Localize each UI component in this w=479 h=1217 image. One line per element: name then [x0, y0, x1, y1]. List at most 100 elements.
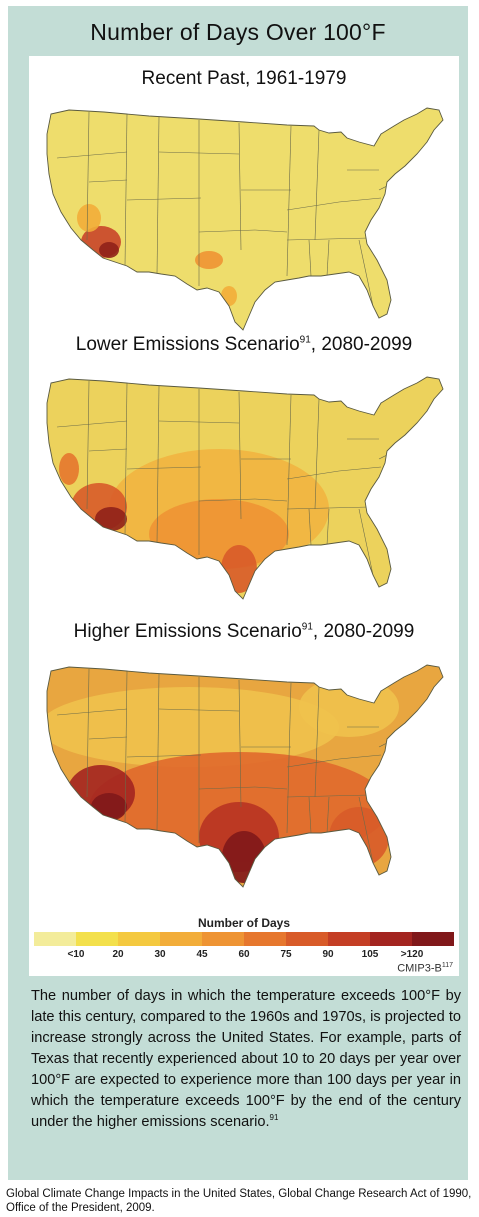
legend-label: 30 — [154, 949, 166, 960]
figure-title: Number of Days Over 100°F — [90, 19, 386, 45]
legend-swatch — [286, 932, 328, 946]
state-border — [286, 201, 340, 211]
state-border — [198, 786, 256, 790]
map-title-footnote: 91 — [299, 334, 311, 346]
legend-color-bar — [34, 932, 454, 946]
state-border — [238, 122, 242, 251]
heat-region — [47, 687, 339, 767]
us-outline — [46, 664, 444, 888]
state-border — [314, 686, 320, 798]
state-border — [308, 508, 312, 546]
state-border — [156, 673, 160, 832]
state-border — [358, 239, 374, 307]
state-border — [124, 670, 128, 824]
state-border — [254, 786, 288, 790]
state-border — [286, 794, 370, 798]
heat-region — [149, 499, 289, 569]
legend-label: 90 — [322, 949, 334, 960]
heat-region — [221, 545, 257, 593]
state-border — [308, 796, 312, 834]
state-border — [126, 466, 202, 470]
state-border — [56, 420, 128, 428]
heat-region — [299, 677, 399, 737]
heat-region — [195, 251, 223, 269]
state-border — [156, 116, 160, 275]
heat-region — [77, 204, 101, 232]
state-border — [286, 125, 292, 277]
us-map-lower-emissions — [46, 376, 444, 600]
figure-panel: Number of Days Over 100°F Recent Past, 1… — [8, 6, 468, 1180]
heat-region — [221, 286, 237, 306]
state-border — [158, 151, 240, 155]
legend-labels: <10 20 30 45 60 75 90 105 >120 — [34, 949, 454, 963]
map-title-text: Recent Past, 1961-1979 — [141, 68, 347, 89]
caption-footnote: 91 — [269, 1113, 279, 1123]
state-border — [314, 398, 320, 510]
map-title-text: Lower Emissions Scenario — [75, 334, 300, 355]
state-border — [314, 129, 320, 241]
state-border — [126, 197, 202, 201]
source-name: CMIP3-B — [397, 962, 442, 975]
legend-label: 20 — [112, 949, 124, 960]
state-border — [56, 151, 128, 159]
source-footnote: 117 — [441, 962, 453, 969]
state-border — [88, 179, 128, 183]
state-border — [86, 380, 90, 510]
legend-swatch — [202, 932, 244, 946]
maps-area: Recent Past, 1961-1979 Lower Emissions S… — [29, 56, 459, 976]
state-border — [126, 754, 202, 758]
state-border — [88, 448, 128, 452]
legend-swatch — [118, 932, 160, 946]
heat-region — [95, 507, 127, 531]
map-title-years: , 2080-2099 — [312, 621, 415, 642]
figure-caption: The number of days in which the temperat… — [31, 986, 461, 1133]
legend-label: 75 — [280, 949, 292, 960]
state-border — [254, 498, 288, 502]
state-border — [326, 796, 330, 834]
map-title-higher-emissions: Higher Emissions Scenario91, 2080-2099 — [29, 621, 459, 643]
state-border — [358, 508, 374, 576]
state-border — [286, 758, 340, 768]
map-title-years: , 2080-2099 — [310, 334, 413, 355]
state-border — [158, 420, 240, 424]
legend-swatch — [412, 932, 454, 946]
state-border — [338, 197, 382, 203]
state-border — [286, 506, 370, 510]
map-title-lower-emissions: Lower Emissions Scenario91, 2080-2099 — [29, 334, 459, 356]
state-border — [254, 229, 288, 233]
legend-swatch — [160, 932, 202, 946]
legend-swatch — [244, 932, 286, 946]
us-map-recent-past — [46, 107, 444, 331]
state-border — [88, 736, 128, 740]
state-border — [338, 466, 382, 472]
state-border — [286, 394, 292, 546]
legend-title: Number of Days — [197, 916, 291, 930]
legend-swatch — [370, 932, 412, 946]
legend-label: 105 — [361, 949, 379, 960]
state-border — [326, 239, 330, 277]
citation: Global Climate Change Impacts in the Uni… — [6, 1188, 472, 1214]
state-border — [124, 382, 128, 536]
state-border — [286, 470, 340, 480]
state-border — [86, 111, 90, 241]
state-border — [286, 682, 292, 834]
us-outline — [46, 107, 444, 331]
state-border — [198, 229, 256, 233]
heat-region — [59, 453, 79, 485]
map-title-footnote: 91 — [301, 621, 313, 633]
state-border — [86, 668, 90, 798]
heat-region — [222, 831, 266, 883]
legend-label: 60 — [238, 949, 250, 960]
heat-region — [329, 807, 389, 867]
legend-swatch — [328, 932, 370, 946]
state-border — [198, 498, 256, 502]
state-border — [326, 508, 330, 546]
state-border — [124, 113, 128, 267]
state-border — [158, 708, 240, 712]
legend-swatch — [76, 932, 118, 946]
state-border — [56, 708, 128, 716]
state-border — [238, 679, 242, 808]
caption-text: The number of days in which the temperat… — [31, 988, 461, 1130]
state-border — [156, 385, 160, 544]
source-label: CMIP3-B117 — [397, 962, 453, 975]
